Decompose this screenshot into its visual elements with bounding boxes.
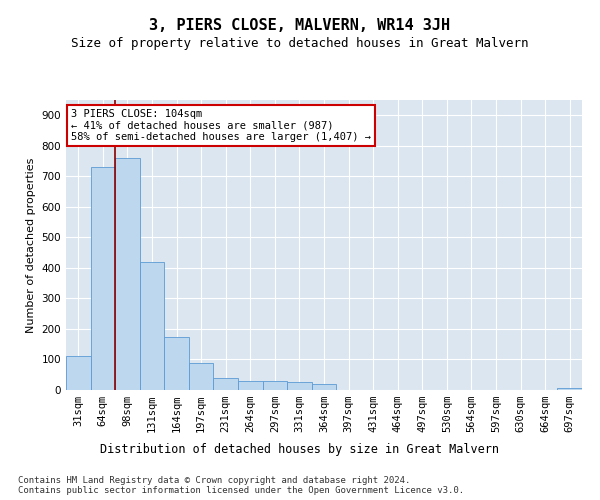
Bar: [263, 381, 287, 390]
Text: 3 PIERS CLOSE: 104sqm
← 41% of detached houses are smaller (987)
58% of semi-det: 3 PIERS CLOSE: 104sqm ← 41% of detached …: [71, 108, 371, 142]
Bar: [66, 356, 91, 390]
Bar: [115, 158, 140, 390]
Text: Distribution of detached houses by size in Great Malvern: Distribution of detached houses by size …: [101, 442, 499, 456]
Bar: [238, 381, 263, 390]
Bar: [189, 362, 214, 390]
Bar: [557, 388, 582, 390]
Bar: [164, 336, 189, 390]
Text: 3, PIERS CLOSE, MALVERN, WR14 3JH: 3, PIERS CLOSE, MALVERN, WR14 3JH: [149, 18, 451, 32]
Bar: [312, 384, 336, 390]
Bar: [287, 382, 312, 390]
Bar: [140, 262, 164, 390]
Y-axis label: Number of detached properties: Number of detached properties: [26, 158, 36, 332]
Text: Contains HM Land Registry data © Crown copyright and database right 2024.
Contai: Contains HM Land Registry data © Crown c…: [18, 476, 464, 495]
Text: Size of property relative to detached houses in Great Malvern: Size of property relative to detached ho…: [71, 38, 529, 51]
Bar: [214, 378, 238, 390]
Bar: [91, 167, 115, 390]
